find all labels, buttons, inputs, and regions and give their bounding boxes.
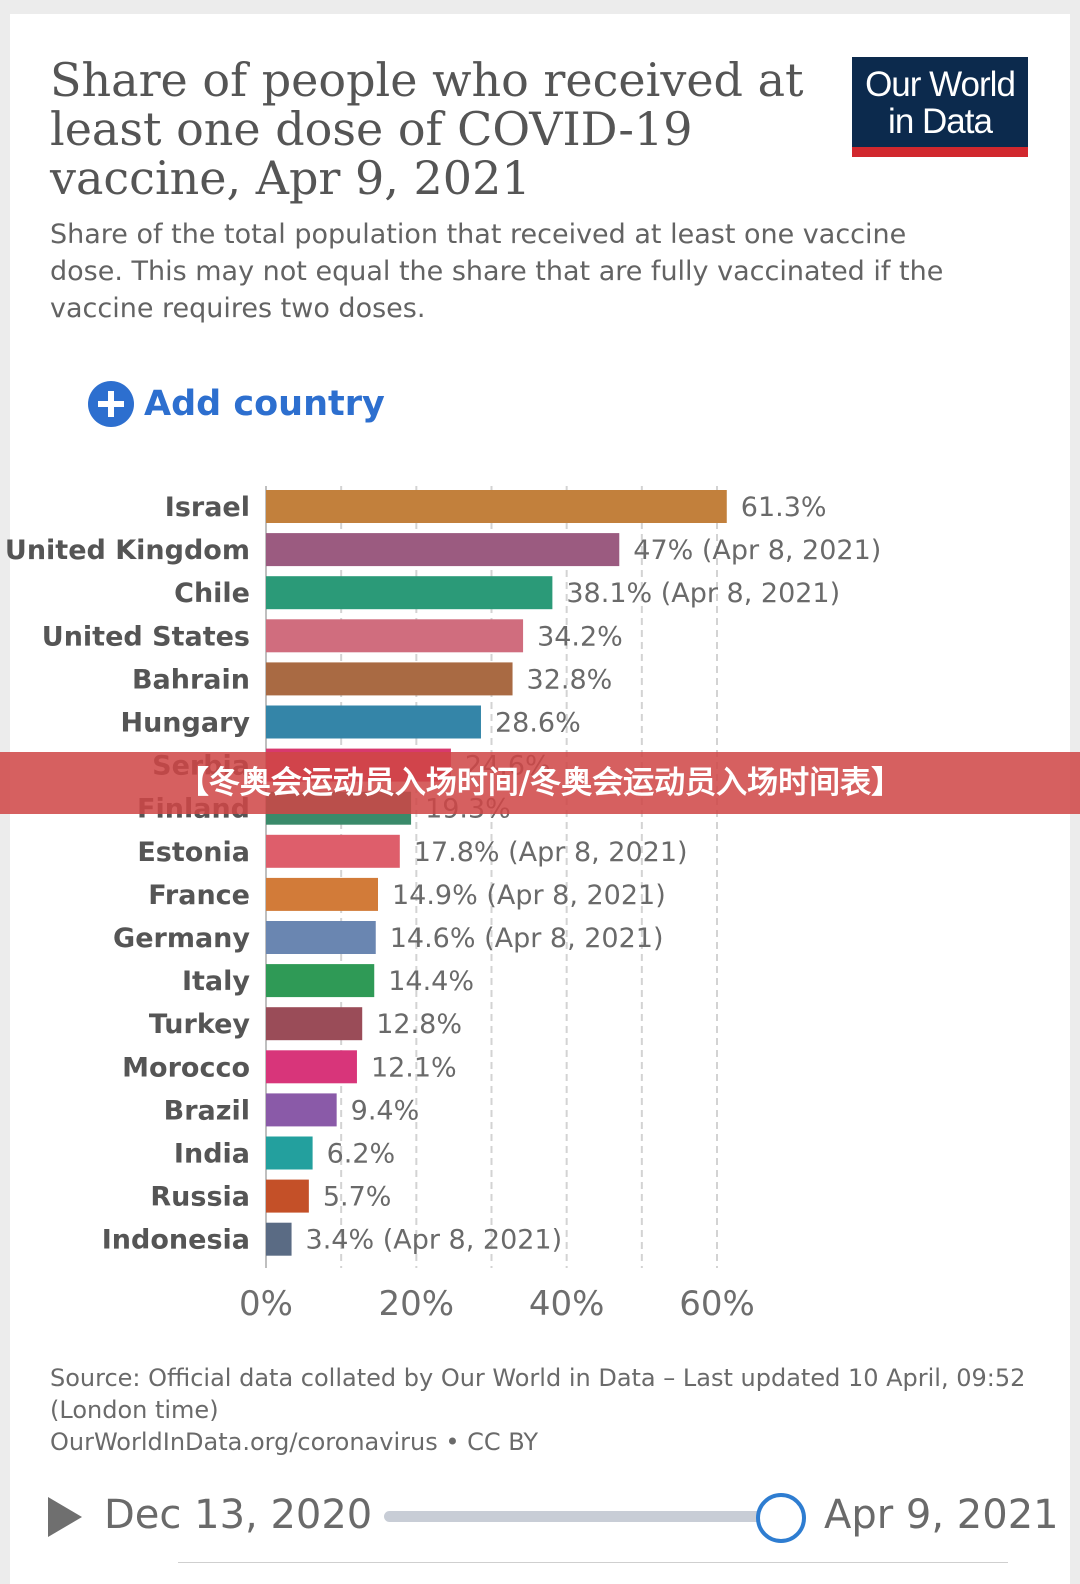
bar bbox=[266, 1050, 357, 1084]
bar bbox=[266, 490, 727, 523]
data-label: 14.4% bbox=[388, 966, 474, 997]
category-label: Israel bbox=[165, 492, 250, 523]
category-label: Germany bbox=[113, 923, 250, 954]
category-label: United States bbox=[42, 621, 250, 652]
plus-circle-icon bbox=[88, 381, 134, 427]
add-country-label: Add country bbox=[144, 384, 385, 424]
bar-chart: 0% 20% 40% 60% Israel 61.3% United Kingdom 47% … bbox=[5, 486, 881, 1324]
data-label: 3.4% (Apr 8, 2021) bbox=[306, 1225, 563, 1256]
chart-title: Share of people who received at least on… bbox=[50, 53, 804, 205]
owid-logo[interactable]: Our World in Data bbox=[852, 57, 1028, 157]
data-label: 5.7% bbox=[323, 1182, 392, 1213]
category-label: Bahrain bbox=[132, 664, 250, 695]
data-label: 38.1% (Apr 8, 2021) bbox=[566, 578, 840, 609]
bar bbox=[266, 705, 481, 739]
x-tick-label: 0% bbox=[239, 1284, 293, 1324]
category-label: United Kingdom bbox=[5, 535, 250, 566]
category-label: Italy bbox=[182, 966, 250, 997]
play-icon[interactable] bbox=[48, 1497, 82, 1537]
category-label: France bbox=[148, 880, 250, 911]
source-link[interactable]: OurWorldInData.org/coronavirus • CC BY bbox=[50, 1428, 539, 1456]
category-label: Russia bbox=[150, 1182, 250, 1213]
category-label: Indonesia bbox=[102, 1225, 250, 1256]
source-line: Source: Official data collated by Our Wo… bbox=[50, 1364, 1026, 1424]
x-tick-label: 20% bbox=[379, 1284, 455, 1324]
bar bbox=[266, 834, 400, 868]
x-tick-label: 60% bbox=[679, 1284, 755, 1324]
timeline-handle[interactable] bbox=[756, 1493, 806, 1543]
data-label: 12.1% bbox=[371, 1052, 457, 1083]
bar bbox=[266, 1136, 313, 1170]
logo-line-1: Our World bbox=[865, 65, 1016, 104]
chart-subtitle: Share of the total population that recei… bbox=[50, 219, 944, 324]
bar bbox=[266, 921, 376, 954]
data-label: 6.2% bbox=[327, 1139, 396, 1170]
data-label: 9.4% bbox=[351, 1095, 420, 1126]
data-label: 28.6% bbox=[495, 708, 581, 739]
category-label: India bbox=[174, 1139, 250, 1170]
data-label: 34.2% bbox=[537, 621, 623, 652]
category-label: Turkey bbox=[149, 1009, 251, 1040]
timeline-slider: Dec 13, 2020 Apr 9, 2021 bbox=[0, 1480, 1080, 1560]
category-label: Hungary bbox=[120, 708, 250, 739]
category-label: Estonia bbox=[137, 837, 250, 868]
timeline-track[interactable] bbox=[384, 1511, 782, 1522]
data-label: 14.6% (Apr 8, 2021) bbox=[390, 923, 664, 954]
data-label: 14.9% (Apr 8, 2021) bbox=[392, 880, 666, 911]
overlay-banner: 【冬奥会运动员入场时间/冬奥会运动员入场时间表】 bbox=[0, 752, 1080, 814]
bar bbox=[266, 619, 524, 653]
source-note: Source: Official data collated by Our Wo… bbox=[50, 1362, 1030, 1458]
bar bbox=[266, 964, 375, 998]
data-label: 12.8% bbox=[376, 1009, 462, 1040]
category-label: Morocco bbox=[122, 1052, 250, 1083]
bottom-divider bbox=[178, 1562, 1008, 1571]
logo-line-2: in Data bbox=[888, 102, 993, 141]
timeline-end-date: Apr 9, 2021 bbox=[824, 1492, 1059, 1538]
category-label: Brazil bbox=[164, 1095, 250, 1126]
bar bbox=[266, 1222, 292, 1256]
timeline-start-date: Dec 13, 2020 bbox=[104, 1492, 373, 1538]
add-country-button[interactable]: Add country bbox=[88, 380, 385, 428]
category-label: Chile bbox=[174, 578, 250, 609]
data-label: 17.8% (Apr 8, 2021) bbox=[414, 837, 688, 868]
x-tick-label: 40% bbox=[529, 1284, 605, 1324]
bar bbox=[266, 576, 553, 610]
bar bbox=[266, 533, 620, 567]
bar bbox=[266, 1007, 363, 1041]
bar bbox=[266, 1179, 309, 1213]
data-label: 47% (Apr 8, 2021) bbox=[633, 535, 881, 566]
bar bbox=[266, 662, 513, 696]
bar bbox=[266, 1093, 337, 1127]
data-label: 32.8% bbox=[527, 664, 613, 695]
data-label: 61.3% bbox=[741, 492, 827, 523]
bar bbox=[266, 877, 378, 911]
